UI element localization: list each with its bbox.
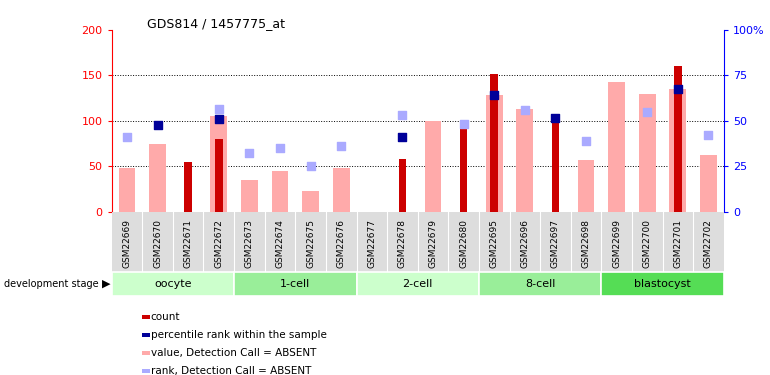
- Text: rank, Detection Call = ABSENT: rank, Detection Call = ABSENT: [151, 366, 311, 375]
- Text: GSM22674: GSM22674: [276, 219, 284, 268]
- Bar: [210, 116, 227, 212]
- Point: [671, 86, 684, 92]
- Text: ▶: ▶: [102, 279, 111, 289]
- Point: [304, 164, 316, 170]
- Point: [243, 150, 256, 156]
- Bar: [234, 272, 357, 296]
- Point: [335, 143, 347, 149]
- Text: GSM22697: GSM22697: [551, 219, 560, 268]
- Bar: [215, 139, 223, 212]
- Text: GSM22675: GSM22675: [306, 219, 315, 268]
- Bar: [700, 154, 717, 212]
- Bar: [486, 96, 503, 212]
- Bar: [479, 272, 601, 296]
- Text: 8-cell: 8-cell: [525, 279, 555, 289]
- Point: [580, 138, 592, 144]
- Bar: [551, 119, 559, 212]
- Text: GSM22702: GSM22702: [704, 219, 713, 268]
- Text: GSM22670: GSM22670: [153, 219, 162, 268]
- Text: GSM22678: GSM22678: [398, 219, 407, 268]
- Bar: [302, 191, 319, 212]
- Point: [397, 134, 409, 140]
- Point: [274, 145, 286, 151]
- Bar: [149, 144, 166, 212]
- Text: percentile rank within the sample: percentile rank within the sample: [151, 330, 326, 340]
- Text: GSM22699: GSM22699: [612, 219, 621, 268]
- Text: development stage: development stage: [4, 279, 99, 289]
- Point: [213, 116, 225, 122]
- Bar: [399, 159, 407, 212]
- Text: GSM22700: GSM22700: [643, 219, 651, 268]
- Bar: [424, 121, 441, 212]
- Bar: [272, 171, 289, 212]
- Text: value, Detection Call = ABSENT: value, Detection Call = ABSENT: [151, 348, 316, 358]
- Text: GSM22673: GSM22673: [245, 219, 254, 268]
- Text: 1-cell: 1-cell: [280, 279, 310, 289]
- Bar: [490, 74, 498, 212]
- Bar: [333, 168, 350, 212]
- Text: blastocyst: blastocyst: [634, 279, 691, 289]
- Text: GSM22676: GSM22676: [336, 219, 346, 268]
- Bar: [241, 180, 258, 212]
- Bar: [517, 109, 534, 212]
- Bar: [639, 94, 656, 212]
- Text: GSM22677: GSM22677: [367, 219, 377, 268]
- Text: oocyte: oocyte: [154, 279, 192, 289]
- Point: [519, 107, 531, 113]
- Point: [457, 121, 470, 127]
- Bar: [578, 160, 594, 212]
- Text: GSM22701: GSM22701: [674, 219, 682, 268]
- Bar: [357, 272, 479, 296]
- Bar: [184, 162, 192, 212]
- Point: [488, 93, 500, 99]
- Bar: [674, 66, 681, 212]
- Bar: [119, 168, 136, 212]
- Bar: [669, 89, 686, 212]
- Point: [641, 109, 654, 115]
- Text: GSM22669: GSM22669: [122, 219, 132, 268]
- Text: GSM22679: GSM22679: [429, 219, 437, 268]
- Text: 2-cell: 2-cell: [403, 279, 433, 289]
- Point: [397, 112, 409, 118]
- Point: [702, 132, 715, 138]
- Bar: [608, 82, 625, 212]
- Text: GSM22672: GSM22672: [214, 219, 223, 268]
- Text: GSM22680: GSM22680: [459, 219, 468, 268]
- Point: [121, 134, 133, 140]
- Text: GSM22671: GSM22671: [184, 219, 192, 268]
- Text: GSM22698: GSM22698: [581, 219, 591, 268]
- Point: [549, 115, 561, 121]
- Text: GDS814 / 1457775_at: GDS814 / 1457775_at: [146, 17, 285, 30]
- Bar: [460, 126, 467, 212]
- Point: [213, 106, 225, 112]
- Bar: [112, 272, 234, 296]
- Text: GSM22695: GSM22695: [490, 219, 499, 268]
- Bar: [601, 272, 724, 296]
- Text: count: count: [151, 312, 180, 322]
- Point: [152, 123, 164, 129]
- Text: GSM22696: GSM22696: [521, 219, 529, 268]
